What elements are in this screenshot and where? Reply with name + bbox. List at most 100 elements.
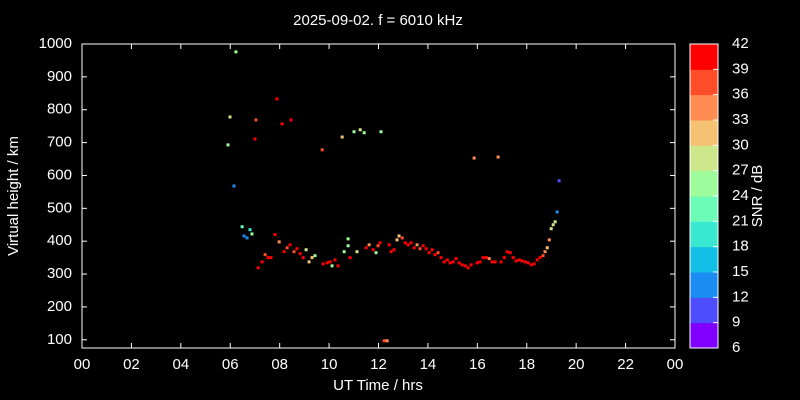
data-point	[260, 260, 264, 264]
colorbar-band	[690, 297, 718, 324]
data-point	[547, 238, 551, 242]
data-point	[526, 261, 530, 265]
data-point	[288, 243, 292, 247]
chart-title: 2025-09-02. f = 6010 kHz	[293, 12, 463, 29]
y-tick-label: 1000	[39, 35, 72, 52]
data-point	[374, 251, 378, 255]
data-point	[307, 260, 311, 264]
data-point	[376, 244, 380, 248]
data-point	[389, 250, 393, 254]
data-point	[551, 223, 555, 227]
data-point	[330, 264, 334, 268]
x-tick-label: 14	[420, 356, 437, 373]
data-point	[502, 256, 506, 260]
data-point	[289, 118, 293, 122]
colorbar-tick-label: 39	[732, 60, 749, 77]
data-point	[517, 258, 521, 262]
data-point	[433, 253, 437, 257]
data-point	[499, 260, 503, 264]
data-point	[240, 225, 244, 229]
data-point	[532, 262, 536, 266]
colorbar-band	[690, 94, 718, 121]
data-point	[430, 248, 434, 252]
data-point	[511, 256, 515, 260]
data-point	[263, 253, 267, 257]
data-point	[352, 130, 356, 134]
colorbar-tick-label: 30	[732, 136, 749, 153]
data-point	[325, 261, 329, 265]
data-point	[342, 250, 346, 254]
data-point	[301, 256, 305, 260]
x-tick-label: 22	[617, 356, 634, 373]
data-point	[451, 260, 455, 264]
x-tick-label: 02	[123, 356, 140, 373]
data-point	[358, 128, 362, 132]
data-point	[523, 260, 527, 264]
colorbar-band	[690, 272, 718, 298]
data-point	[557, 179, 561, 183]
data-point	[436, 251, 440, 255]
data-point	[406, 243, 410, 247]
data-point	[529, 263, 533, 267]
y-tick-label: 900	[47, 68, 72, 85]
colorbar-band	[690, 120, 718, 146]
data-point	[397, 234, 401, 238]
data-point	[496, 155, 500, 159]
data-point	[508, 251, 512, 255]
data-point	[292, 250, 296, 254]
colorbar-band	[690, 44, 718, 70]
data-point	[340, 135, 344, 139]
data-point	[348, 256, 352, 260]
data-point	[273, 233, 277, 237]
data-point	[400, 236, 404, 240]
data-point	[553, 220, 557, 224]
data-point	[454, 257, 458, 261]
x-tick-label: 10	[321, 356, 338, 373]
colorbar-tick-label: 42	[732, 35, 749, 52]
data-point	[234, 50, 238, 54]
colorbar-tick-label: 36	[732, 86, 749, 103]
data-point	[415, 243, 419, 247]
data-point	[277, 240, 281, 244]
data-point	[280, 122, 284, 126]
data-point	[228, 115, 232, 119]
y-tick-label: 100	[47, 331, 72, 348]
data-point	[362, 131, 366, 135]
data-point	[313, 254, 317, 258]
x-tick-label: 08	[271, 356, 288, 373]
data-point	[439, 256, 443, 260]
data-point	[448, 261, 452, 265]
data-point	[245, 236, 249, 240]
colorbar-band	[690, 69, 718, 96]
colorbar-band	[690, 170, 718, 197]
data-point	[346, 244, 350, 248]
data-point	[543, 250, 547, 254]
data-point	[250, 232, 254, 236]
colorbar-tick-label: 9	[732, 314, 740, 331]
data-point	[395, 238, 399, 242]
data-point	[466, 266, 470, 270]
x-axis-label: UT Time / hrs	[333, 377, 423, 394]
colorbar-band	[690, 322, 718, 349]
data-point	[541, 254, 545, 258]
colorbar-tick-label: 21	[732, 212, 749, 229]
data-point	[514, 259, 518, 263]
data-point	[481, 256, 485, 260]
data-point	[266, 256, 270, 260]
x-tick-label: 04	[172, 356, 189, 373]
data-point	[493, 260, 497, 264]
data-point	[412, 246, 416, 250]
data-point	[304, 248, 308, 252]
data-point	[549, 227, 553, 231]
data-point	[472, 156, 476, 160]
y-tick-label: 400	[47, 232, 72, 249]
data-point	[520, 259, 524, 263]
data-point	[545, 246, 549, 250]
data-point	[382, 339, 386, 343]
data-point	[336, 264, 340, 268]
y-axis-label: Virtual height / km	[5, 136, 22, 256]
colorbar-tick-label: 27	[732, 162, 749, 179]
data-point	[242, 234, 246, 238]
